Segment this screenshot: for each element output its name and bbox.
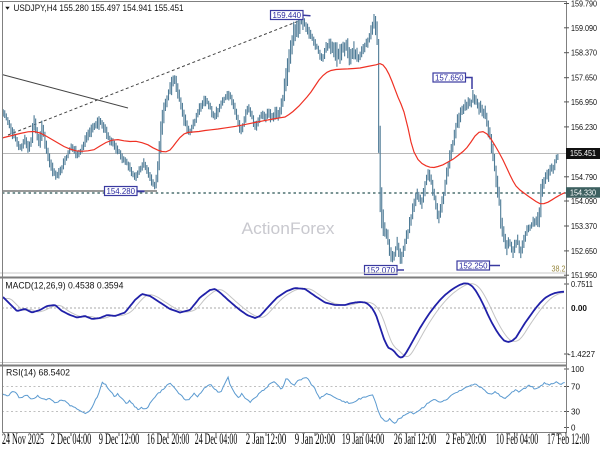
svg-text:24 Dec 04:00: 24 Dec 04:00 [195, 431, 238, 448]
svg-text:0.00: 0.00 [571, 304, 588, 313]
svg-text:159.790: 159.790 [571, 0, 597, 9]
svg-text:17 Feb 12:00: 17 Feb 12:00 [547, 431, 590, 448]
svg-text:153.370: 153.370 [571, 222, 597, 231]
svg-text:159.090: 159.090 [571, 24, 597, 33]
svg-text:2 Jan 12:00: 2 Jan 12:00 [246, 431, 287, 448]
svg-text:158.370: 158.370 [571, 49, 597, 58]
svg-text:16 Dec 20:00: 16 Dec 20:00 [147, 431, 190, 448]
svg-text:156.230: 156.230 [571, 123, 597, 132]
svg-text:70: 70 [571, 383, 581, 392]
svg-text:0: 0 [571, 424, 576, 433]
svg-text:100: 100 [571, 365, 585, 374]
svg-text:9 Dec 12:00: 9 Dec 12:00 [99, 431, 140, 448]
svg-text:154.330: 154.330 [570, 189, 596, 198]
svg-text:157.650: 157.650 [571, 74, 597, 83]
svg-text:38.2: 38.2 [552, 265, 566, 274]
svg-text:-1.4227: -1.4227 [568, 350, 596, 359]
svg-text:154.090: 154.090 [571, 197, 597, 206]
svg-text:152.250: 152.250 [459, 261, 488, 270]
svg-text:9 Jan 20:00: 9 Jan 20:00 [295, 431, 336, 448]
svg-text:10 Feb 04:00: 10 Feb 04:00 [496, 431, 539, 448]
svg-text:155.451: 155.451 [570, 149, 596, 158]
svg-text:24 Nov 2025: 24 Nov 2025 [2, 431, 44, 448]
svg-text:26 Jan 12:00: 26 Jan 12:00 [394, 431, 437, 448]
svg-text:RSI(14) 68.5402: RSI(14) 68.5402 [6, 368, 70, 378]
svg-text:ActionForex: ActionForex [242, 219, 336, 238]
svg-text:2 Feb 20:00: 2 Feb 20:00 [446, 431, 487, 448]
svg-text:MACD(12,26,9) 0.4538 0.3594: MACD(12,26,9) 0.4538 0.3594 [5, 280, 123, 290]
svg-text:0.7511: 0.7511 [571, 280, 594, 289]
svg-text:154.790: 154.790 [571, 173, 597, 182]
svg-text:2 Dec 04:00: 2 Dec 04:00 [51, 431, 92, 448]
svg-text:19 Jan 04:00: 19 Jan 04:00 [342, 431, 385, 448]
svg-text:152.650: 152.650 [571, 247, 597, 256]
svg-text:151.950: 151.950 [571, 271, 597, 280]
svg-text:156.950: 156.950 [571, 98, 597, 107]
svg-text:154.280: 154.280 [107, 187, 136, 196]
svg-text:159.440: 159.440 [273, 11, 302, 20]
svg-text:30: 30 [571, 408, 581, 417]
svg-text:USDJPY,H4 155.280 155.497 154.: USDJPY,H4 155.280 155.497 154.941 155.45… [14, 3, 184, 14]
svg-text:152.070: 152.070 [367, 266, 396, 275]
svg-text:157.650: 157.650 [435, 73, 464, 82]
